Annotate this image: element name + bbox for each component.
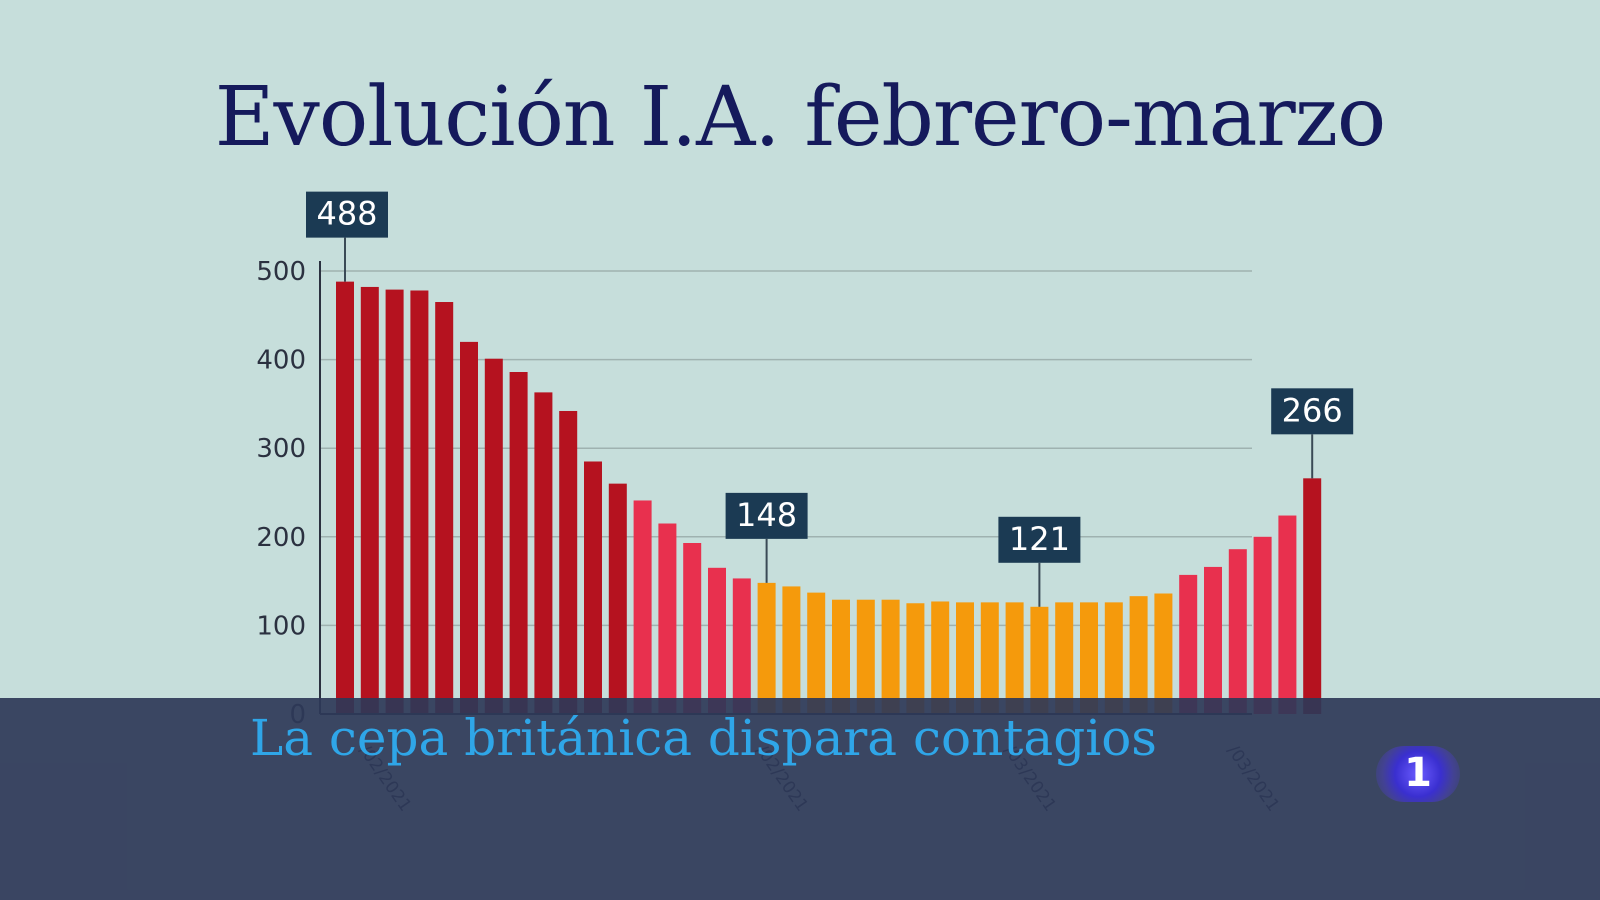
bar xyxy=(534,392,553,714)
y-tick-label: 300 xyxy=(256,434,306,464)
bar xyxy=(1030,606,1049,714)
data-label: 488 xyxy=(316,195,377,233)
lower-third-banner xyxy=(0,698,1600,900)
bar xyxy=(336,281,354,714)
callout-box xyxy=(1271,388,1354,435)
bar xyxy=(410,290,429,714)
bar xyxy=(608,483,627,714)
bar xyxy=(856,599,875,714)
bar xyxy=(931,601,950,714)
bar xyxy=(509,372,528,714)
bar xyxy=(633,500,652,714)
data-label: 121 xyxy=(1009,520,1070,558)
callout-box xyxy=(998,516,1081,563)
data-label: 148 xyxy=(736,496,797,534)
y-tick-label: 500 xyxy=(256,257,306,287)
channel-logo: 1 xyxy=(1376,746,1460,802)
bar xyxy=(782,586,801,714)
bar xyxy=(732,578,751,714)
chart-title: Evolución I.A. febrero-marzo xyxy=(214,70,1387,165)
channel-logo-label: 1 xyxy=(1404,750,1432,796)
bar xyxy=(385,289,404,714)
bar xyxy=(460,341,478,714)
y-tick-label: 100 xyxy=(256,611,306,641)
bar xyxy=(360,286,379,714)
bar xyxy=(1253,536,1272,714)
bar xyxy=(832,599,850,714)
callout-box xyxy=(725,492,808,539)
y-tick-label: 200 xyxy=(256,523,306,553)
bar xyxy=(1278,515,1297,714)
bar xyxy=(584,461,602,714)
bar xyxy=(1055,602,1074,714)
bar xyxy=(1104,602,1123,714)
bar xyxy=(956,602,974,714)
bar xyxy=(658,523,677,714)
headline: La cepa británica dispara contagios xyxy=(250,709,1157,767)
bar xyxy=(1303,478,1322,714)
bar xyxy=(1204,566,1222,714)
bar xyxy=(559,410,578,714)
bar xyxy=(881,599,900,714)
y-tick-label: 400 xyxy=(256,346,306,376)
bar xyxy=(1005,602,1024,714)
bar xyxy=(708,567,726,714)
callout-box xyxy=(306,191,388,238)
bar xyxy=(980,602,999,714)
bar xyxy=(757,582,776,714)
bar xyxy=(1080,602,1098,714)
bar xyxy=(1179,574,1198,714)
bar xyxy=(906,603,925,714)
bar xyxy=(807,592,826,714)
bar xyxy=(1129,596,1148,714)
bar xyxy=(683,543,702,714)
data-label: 266 xyxy=(1282,391,1343,429)
bar xyxy=(484,358,503,714)
bar xyxy=(1228,549,1247,714)
bar xyxy=(1154,593,1173,714)
bar xyxy=(435,302,454,714)
